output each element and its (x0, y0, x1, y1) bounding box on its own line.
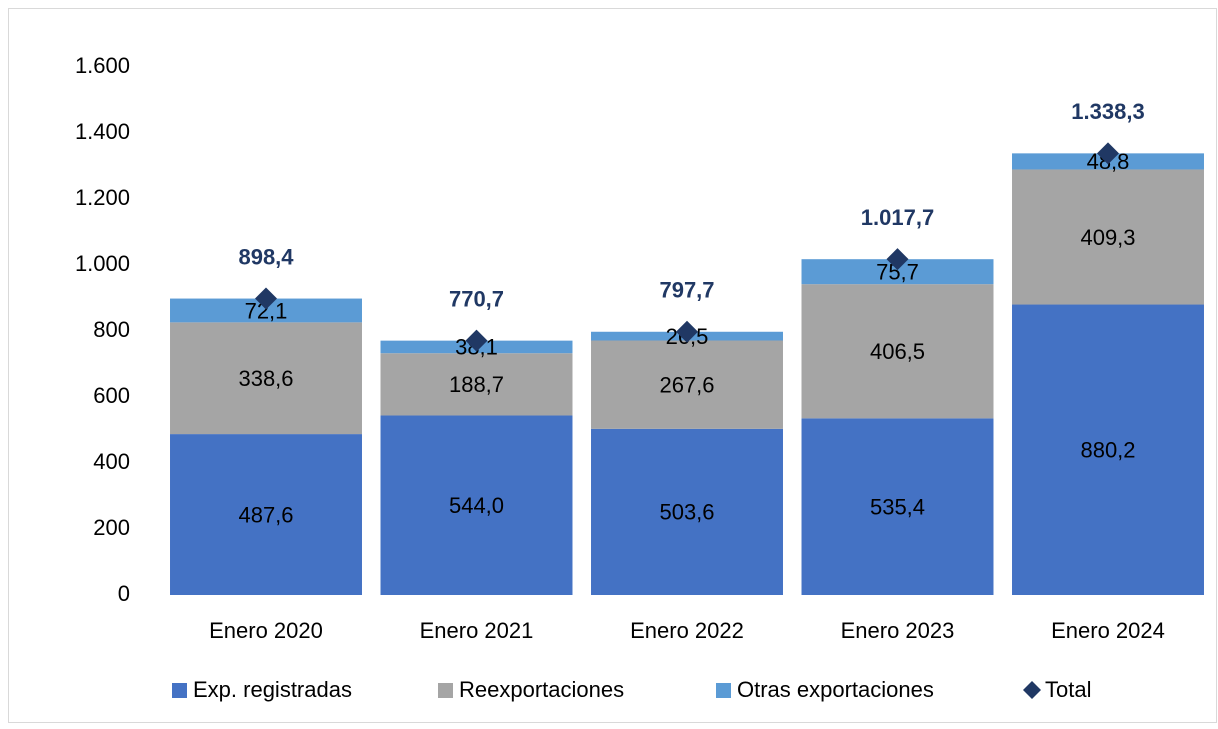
total-marker (465, 329, 488, 352)
legend-swatch (438, 683, 453, 698)
x-tick-label: Enero 2020 (209, 618, 323, 643)
y-tick-label: 0 (118, 581, 130, 606)
y-tick-label: 1.600 (75, 53, 130, 78)
x-tick-label: Enero 2021 (420, 618, 534, 643)
y-tick-label: 1.000 (75, 251, 130, 276)
legend-label: Total (1045, 677, 1091, 702)
total-label: 1.338,3 (1071, 99, 1144, 124)
total-label: 1.017,7 (861, 205, 934, 230)
total-marker (255, 287, 277, 310)
y-tick-label: 400 (93, 449, 130, 474)
total-label: 898,4 (238, 244, 294, 269)
bar-segment (170, 434, 362, 595)
data-label: 409,3 (1080, 225, 1135, 250)
x-tick-label: Enero 2023 (841, 618, 955, 643)
bar-segment (170, 298, 362, 323)
data-label: 544,0 (449, 493, 504, 518)
legend-label: Otras exportaciones (737, 677, 934, 702)
bar-segment (801, 284, 994, 419)
legend-swatch (716, 683, 731, 698)
data-label: 503,6 (659, 500, 714, 525)
bar-segment (591, 428, 783, 595)
y-tick-label: 600 (93, 383, 130, 408)
y-tick-label: 1.200 (75, 185, 130, 210)
y-tick-label: 200 (93, 515, 130, 540)
x-tick-label: Enero 2022 (630, 618, 744, 643)
bar-segment (380, 415, 573, 595)
total-marker (676, 320, 698, 343)
bar-segment (1012, 304, 1204, 595)
bar-segment (1012, 169, 1204, 305)
total-label: 797,7 (659, 278, 714, 303)
y-tick-label: 1.400 (75, 119, 130, 144)
data-label: 487,6 (238, 502, 293, 527)
legend-swatch (172, 683, 187, 698)
legend-label: Exp. registradas (193, 677, 352, 702)
bar-segment (170, 322, 362, 435)
bar-segment (380, 353, 573, 416)
data-label: 406,5 (870, 339, 925, 364)
total-label: 770,7 (449, 286, 504, 311)
legend-marker (1023, 681, 1041, 699)
bar-segment (801, 418, 994, 595)
legend-label: Reexportaciones (459, 677, 624, 702)
data-label: 267,6 (659, 372, 714, 397)
data-label: 188,7 (449, 372, 504, 397)
total-marker (886, 248, 909, 271)
bar-segment (591, 340, 783, 429)
data-label: 535,4 (870, 494, 925, 519)
total-marker (1097, 142, 1119, 165)
y-tick-label: 800 (93, 317, 130, 342)
data-label: 338,6 (238, 366, 293, 391)
x-tick-label: Enero 2024 (1051, 618, 1165, 643)
data-label: 880,2 (1080, 438, 1135, 463)
